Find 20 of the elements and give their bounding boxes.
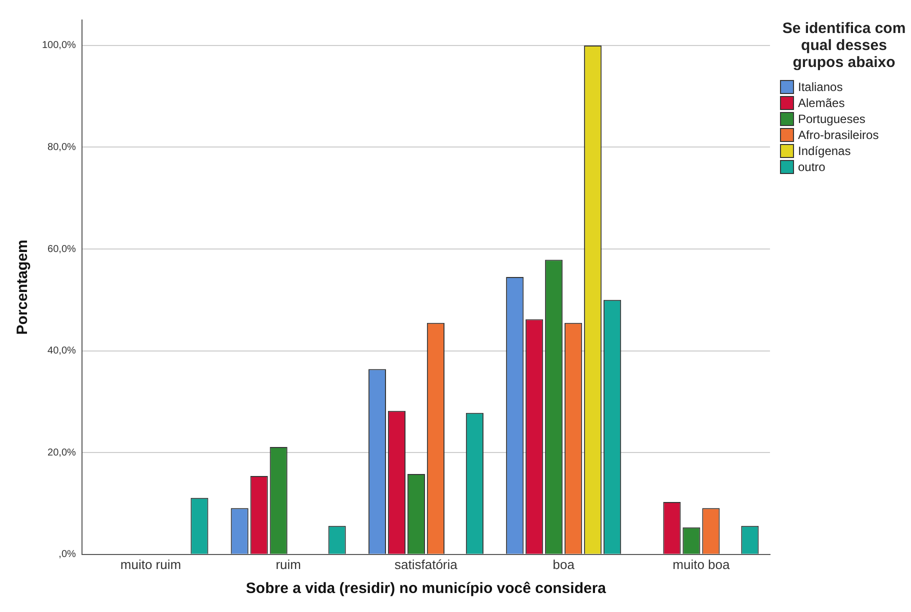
x-axis-title: Sobre a vida (residir) no município você considera — [246, 580, 607, 598]
y-tick-label: 100,0% — [42, 40, 76, 52]
legend-label: outro — [798, 160, 826, 174]
legend-label: Alemães — [798, 96, 845, 110]
legend-label: Indígenas — [798, 144, 851, 158]
legend-label: Portugueses — [798, 112, 866, 126]
legend-title: Se identifica com qual desses grupos abaixo — [781, 20, 907, 71]
y-tick-label: 80,0% — [48, 142, 76, 153]
y-tick-label: 20,0% — [48, 447, 76, 458]
x-tick-label: boa — [552, 556, 576, 572]
x-tick-label: muito boa — [672, 556, 731, 572]
legend-label: Italianos — [798, 80, 843, 94]
legend-label: Afro-brasileiros — [798, 128, 879, 142]
y-tick-label: 60,0% — [48, 244, 76, 255]
x-tick-label: ruim — [276, 556, 301, 572]
y-axis-title: Porcentagem — [14, 240, 32, 335]
x-tick-label: satisfatória — [394, 556, 458, 572]
y-tick-label: 40,0% — [48, 346, 76, 357]
x-tick-label: muito ruim — [120, 556, 182, 572]
y-tick-label: ,0% — [58, 549, 76, 560]
